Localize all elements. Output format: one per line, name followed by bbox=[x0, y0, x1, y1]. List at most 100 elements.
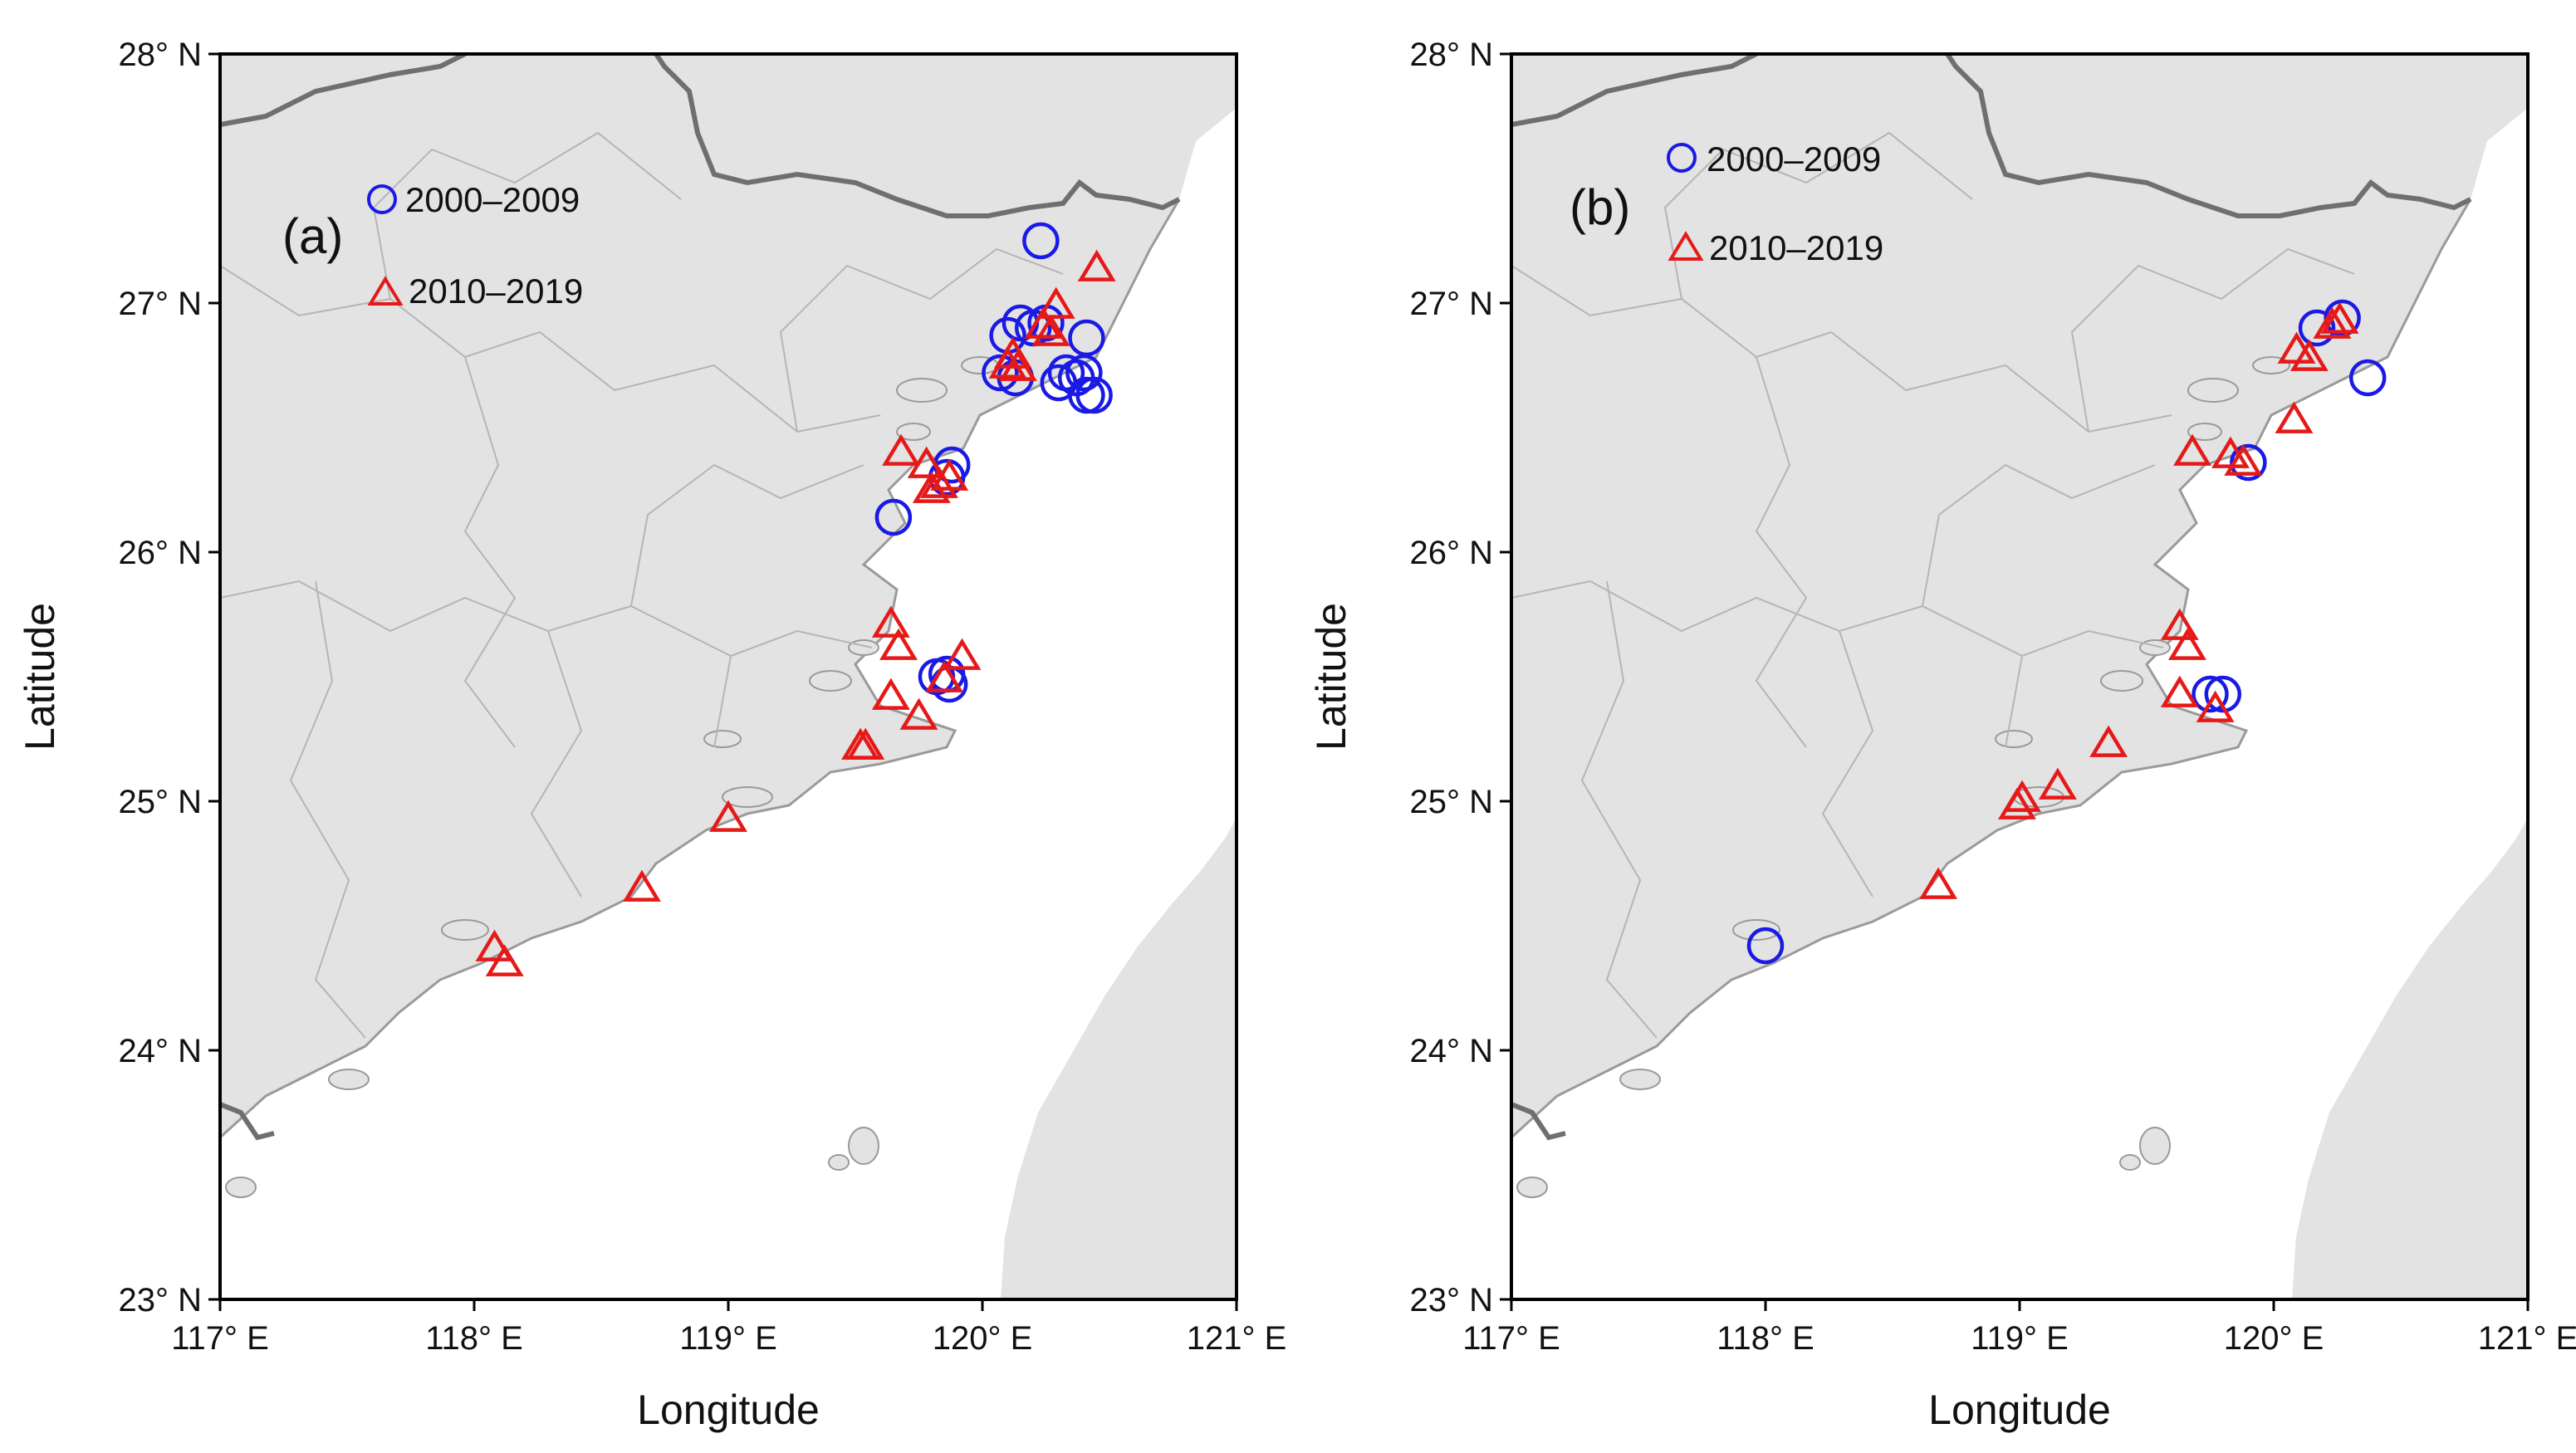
station-markers bbox=[1746, 299, 2387, 965]
x-tick-label: 121° E bbox=[2478, 1320, 2576, 1357]
y-tick-label: 28° N bbox=[119, 37, 203, 73]
station-triangle-marker bbox=[1024, 306, 1063, 339]
station-triangle-marker bbox=[1077, 249, 1116, 281]
county-borders bbox=[1511, 131, 2355, 1039]
islands bbox=[225, 356, 999, 1198]
y-tick-label: 25° N bbox=[1410, 784, 1494, 820]
station-triangle-marker bbox=[2173, 433, 2212, 466]
station-triangle-marker bbox=[1919, 867, 1958, 899]
legend-label-2000-2009: 2000–2009 bbox=[405, 180, 580, 219]
station-triangle-marker bbox=[2167, 628, 2206, 660]
station-triangle-marker bbox=[871, 605, 910, 638]
province-border bbox=[1511, 54, 2472, 1141]
y-tick-label: 28° N bbox=[1410, 37, 1494, 73]
taiwan-land bbox=[2292, 818, 2528, 1299]
x-tick-label: 117° E bbox=[171, 1320, 269, 1357]
station-triangle-marker bbox=[943, 638, 982, 670]
station-circle-marker bbox=[2348, 359, 2387, 397]
station-triangle-marker bbox=[2320, 301, 2359, 334]
station-circle-marker bbox=[2298, 309, 2336, 347]
x-tick-label: 120° E bbox=[2224, 1320, 2324, 1357]
x-tick-label: 121° E bbox=[1187, 1320, 1287, 1357]
x-axis-title: Longitude bbox=[1928, 1387, 2111, 1433]
station-triangle-marker bbox=[1036, 286, 1075, 319]
station-circle-marker bbox=[982, 354, 1019, 392]
axes: 117° E 118° E 119° E 120° E 121° E 23° N 24° N… bbox=[1308, 37, 2576, 1433]
y-tick-label: 27° N bbox=[1410, 286, 1494, 322]
station-triangle-marker bbox=[998, 349, 1037, 381]
y-tick-label: 25° N bbox=[119, 784, 203, 820]
coastline bbox=[220, 198, 1181, 1139]
station-triangle-marker bbox=[2196, 690, 2235, 722]
station-circle-marker bbox=[1068, 319, 1105, 357]
station-triangle-marker bbox=[882, 433, 921, 466]
axes: 117° E 118° E 119° E 120° E 121° E 23° N 24° N… bbox=[17, 37, 1286, 1433]
legend-label-2010-2019: 2010–2019 bbox=[409, 272, 583, 311]
x-axis-title: Longitude bbox=[637, 1387, 820, 1433]
county-borders bbox=[220, 131, 1064, 1039]
station-triangle-marker bbox=[1031, 314, 1070, 346]
station-triangle-marker bbox=[2089, 725, 2128, 757]
y-tick-label: 26° N bbox=[1410, 535, 1494, 571]
taiwan-land bbox=[1001, 818, 1237, 1299]
x-tick-label: 117° E bbox=[1462, 1320, 1560, 1357]
legend-label-2000-2009: 2000–2009 bbox=[1707, 139, 1881, 179]
y-tick-label: 23° N bbox=[1410, 1282, 1494, 1318]
mainland-land bbox=[220, 54, 1237, 1137]
station-triangle-marker bbox=[2313, 306, 2352, 339]
station-triangle-marker bbox=[846, 727, 885, 760]
legend-circle-icon bbox=[367, 184, 397, 214]
province-border bbox=[220, 54, 1181, 1141]
y-tick-label: 24° N bbox=[119, 1033, 203, 1069]
station-triangle-marker bbox=[1997, 787, 2036, 819]
x-tick-label: 118° E bbox=[425, 1320, 523, 1357]
station-triangle-marker bbox=[2038, 767, 2077, 800]
legend: 2000–2009 2010–2019 bbox=[1667, 139, 1883, 267]
station-triangle-marker bbox=[2290, 339, 2329, 371]
station-triangle-marker bbox=[988, 346, 1027, 379]
coastline bbox=[1511, 198, 2472, 1139]
station-triangle-marker bbox=[2275, 401, 2314, 433]
station-triangle-marker bbox=[925, 660, 964, 692]
legend: 2000–2009 2010–2019 bbox=[367, 180, 583, 311]
map-panel-a: 117° E 118° E 119° E 120° E 121° E 23° N 24° N… bbox=[17, 37, 1286, 1433]
legend-triangle-icon bbox=[1668, 231, 1704, 261]
x-tick-label: 118° E bbox=[1717, 1320, 1814, 1357]
station-circle-marker bbox=[2204, 675, 2242, 713]
station-triangle-marker bbox=[2224, 443, 2263, 476]
station-triangle-marker bbox=[622, 869, 661, 902]
station-circle-marker bbox=[2192, 675, 2229, 713]
mainland-land bbox=[1511, 54, 2528, 1137]
station-markers bbox=[475, 222, 1116, 976]
y-axis-title: Latitude bbox=[17, 603, 63, 751]
legend-label-2010-2019: 2010–2019 bbox=[1709, 228, 1883, 267]
y-tick-label: 27° N bbox=[119, 286, 203, 322]
station-triangle-marker bbox=[485, 944, 524, 976]
map-panel-b: 117° E 118° E 119° E 120° E 121° E 23° N 24° N… bbox=[1308, 37, 2576, 1433]
station-triangle-marker bbox=[709, 800, 747, 832]
station-circle-marker bbox=[2230, 443, 2267, 482]
x-tick-label: 119° E bbox=[1971, 1320, 2069, 1357]
panel-label: (b) bbox=[1570, 179, 1630, 235]
station-triangle-marker bbox=[2160, 608, 2199, 640]
panel-label: (a) bbox=[282, 208, 343, 264]
station-circle-marker bbox=[1075, 376, 1113, 414]
y-tick-label: 26° N bbox=[119, 535, 203, 571]
y-tick-label: 24° N bbox=[1410, 1033, 1494, 1069]
station-triangle-marker bbox=[907, 446, 946, 478]
station-triangle-marker bbox=[920, 466, 958, 498]
y-tick-label: 23° N bbox=[119, 1282, 203, 1318]
station-triangle-marker bbox=[899, 697, 938, 730]
x-tick-label: 119° E bbox=[679, 1320, 777, 1357]
station-circle-marker bbox=[1022, 222, 1060, 260]
station-triangle-marker bbox=[879, 628, 918, 660]
station-circle-marker bbox=[874, 498, 913, 536]
station-triangle-marker bbox=[871, 678, 910, 710]
y-axis-title: Latitude bbox=[1308, 603, 1354, 751]
station-triangle-marker bbox=[475, 929, 514, 961]
station-triangle-marker bbox=[2160, 675, 2199, 707]
legend-triangle-icon bbox=[367, 276, 404, 306]
legend-circle-icon bbox=[1667, 143, 1697, 173]
x-tick-label: 120° E bbox=[933, 1320, 1033, 1357]
